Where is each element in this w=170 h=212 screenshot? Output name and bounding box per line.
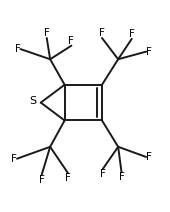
Text: F: F [100,169,106,179]
Text: F: F [99,28,105,38]
Text: F: F [65,173,71,183]
Text: F: F [11,154,17,164]
Text: F: F [14,44,20,54]
Text: F: F [146,47,152,57]
Text: F: F [39,175,45,185]
Text: F: F [129,29,135,39]
Text: F: F [69,36,74,46]
Text: F: F [44,28,50,38]
Text: F: F [119,172,124,182]
Text: F: F [146,152,152,162]
Text: S: S [29,96,37,106]
